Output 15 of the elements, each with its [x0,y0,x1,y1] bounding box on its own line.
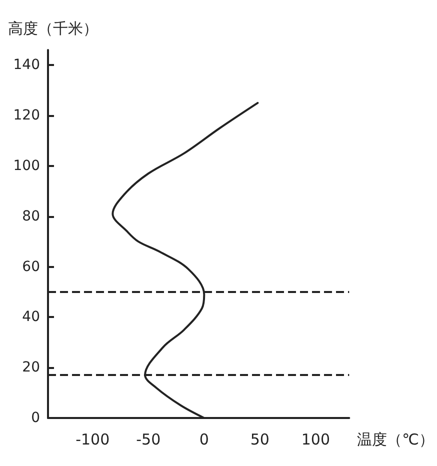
x-tick-label: 50 [250,430,270,448]
y-tick-label: 100 [13,158,40,174]
y-tick-label: 20 [22,360,40,376]
y-tick-label: 80 [22,208,40,224]
x-tick-label: -100 [76,430,110,448]
y-tick-label: 120 [13,108,40,124]
x-axis-title: 温度（℃） [357,430,434,448]
y-tick-label: 140 [13,57,40,74]
y-tick-label: 40 [22,309,40,326]
x-tick-label: 0 [199,430,209,448]
y-tick-label: 0 [31,410,40,426]
x-tick-label: -50 [136,430,161,448]
y-tick-label: 60 [22,258,40,275]
y-axis-title: 高度（千米） [8,20,98,38]
x-tick-label: 100 [301,430,330,448]
